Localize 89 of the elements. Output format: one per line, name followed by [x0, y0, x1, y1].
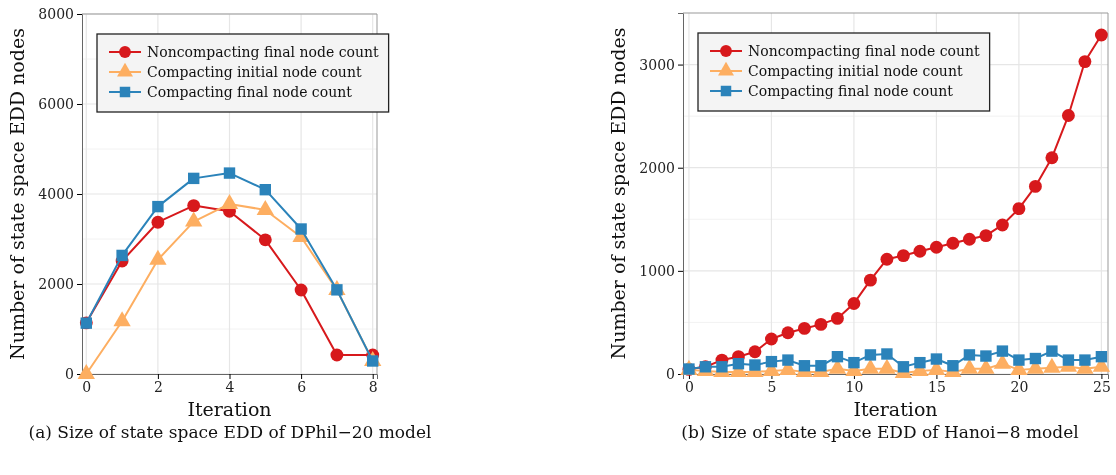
x-tick-label: 2 — [153, 378, 163, 395]
point — [1095, 350, 1108, 363]
point — [749, 359, 761, 371]
point — [946, 236, 960, 250]
point — [913, 244, 927, 258]
x-tick-label: 8 — [368, 378, 378, 395]
point — [330, 348, 344, 362]
legend-label: Compacting initial node count — [748, 63, 963, 79]
point — [1078, 55, 1092, 68]
point — [929, 240, 943, 254]
point — [1045, 151, 1059, 165]
point — [1094, 28, 1108, 42]
y-tick-label: 0 — [65, 365, 74, 382]
y-tick-label: 6000 — [38, 95, 74, 112]
y-tick-label: 8000 — [38, 5, 74, 22]
point — [930, 353, 943, 365]
point — [830, 311, 844, 325]
point — [963, 349, 976, 361]
legend-label: Noncompacting final node count — [147, 44, 379, 60]
point — [798, 360, 811, 372]
legend-label: Compacting initial node count — [147, 64, 362, 80]
point — [151, 215, 165, 229]
point — [748, 345, 762, 359]
y-tick-label: 3000 — [639, 56, 675, 73]
point — [258, 233, 272, 247]
point — [979, 229, 993, 242]
point — [1061, 109, 1075, 122]
text: (a) Size of state space EDD of DPhil−20 model — [28, 422, 432, 442]
point — [1028, 179, 1042, 193]
point — [914, 356, 926, 369]
point — [996, 345, 1009, 357]
point — [995, 218, 1009, 232]
legend-label: Noncompacting final node count — [748, 43, 980, 59]
point — [881, 348, 893, 360]
point — [847, 297, 861, 310]
y-tick-label: 4000 — [38, 185, 74, 202]
y-tick-label: 1000 — [639, 262, 675, 279]
point — [295, 223, 307, 235]
x-tick-label: 20 — [1010, 378, 1029, 395]
point — [798, 321, 811, 335]
point — [1079, 354, 1091, 366]
point — [815, 360, 827, 372]
point — [1062, 354, 1075, 366]
point — [188, 172, 200, 185]
y-axis-title: Number of state space EDD nodes — [607, 27, 629, 360]
point — [814, 317, 828, 331]
point — [848, 356, 860, 369]
point — [1046, 345, 1058, 357]
point — [1029, 352, 1042, 365]
point — [897, 361, 910, 373]
legend-label: Compacting final node count — [147, 84, 353, 100]
x-axis-title: Iteration — [187, 398, 272, 420]
x-tick-label: 6 — [297, 378, 307, 395]
legend-label: Compacting final node count — [748, 83, 954, 99]
point — [259, 183, 271, 196]
y-tick-label: 2000 — [38, 275, 74, 292]
x-tick-label: 4 — [225, 378, 235, 395]
x-axis-title: Iteration — [853, 398, 938, 420]
x-tick-label: 5 — [767, 378, 777, 395]
point — [962, 232, 976, 246]
point — [781, 326, 795, 340]
point — [980, 350, 992, 362]
point — [863, 273, 877, 287]
x-tick-label: 15 — [928, 378, 946, 395]
point — [223, 167, 236, 179]
point — [831, 350, 844, 363]
point — [947, 360, 959, 372]
x-tick-label: 0 — [684, 378, 694, 395]
point — [187, 199, 201, 213]
point — [765, 332, 778, 346]
point — [765, 355, 778, 368]
text: (b) Size of state space EDD of Hanoi−8 model — [681, 422, 1079, 442]
point — [1013, 354, 1025, 366]
point — [716, 361, 728, 373]
point — [116, 249, 128, 262]
point — [152, 200, 164, 213]
x-tick-label: 0 — [82, 378, 92, 395]
y-tick-label: 0 — [666, 365, 675, 382]
y-tick-label: 2000 — [639, 159, 675, 176]
x-tick-label: 25 — [1092, 378, 1111, 395]
x-tick-label: 10 — [845, 378, 864, 395]
point — [294, 283, 308, 297]
point — [864, 349, 877, 361]
point — [880, 252, 894, 266]
point — [732, 357, 745, 370]
point — [782, 354, 794, 366]
y-axis-title: Number of state space EDD nodes — [6, 28, 28, 360]
point — [896, 249, 910, 263]
point — [1012, 202, 1026, 216]
